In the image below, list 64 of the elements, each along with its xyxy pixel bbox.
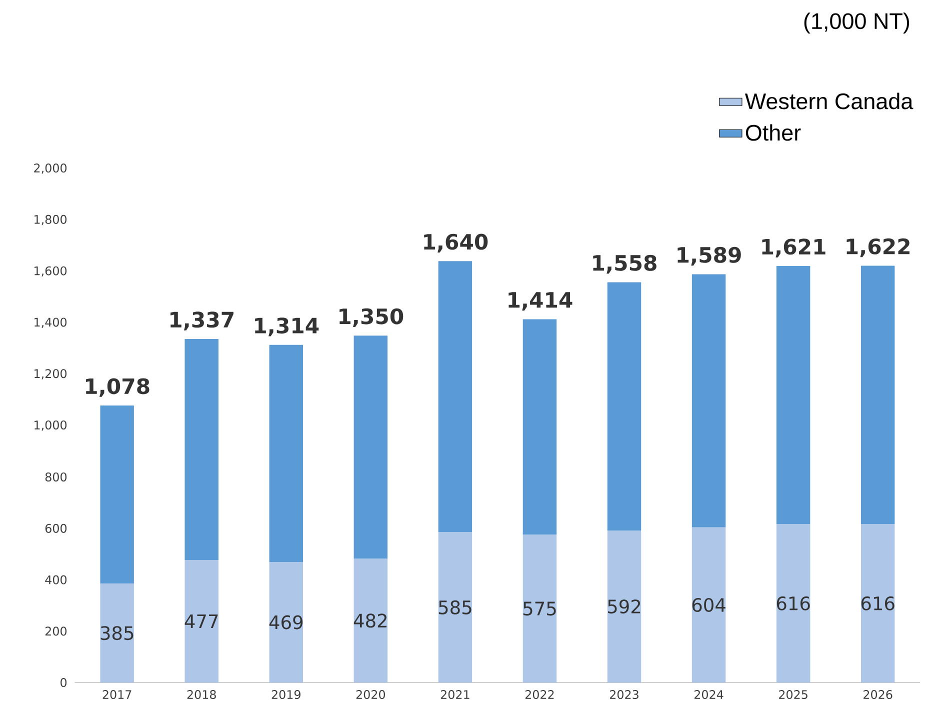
x-tick-label: 2023 [610,690,638,699]
y-tick-label: 1,400 [34,318,67,328]
legend-label: Other [746,124,801,141]
total-label: 1,337 [170,311,234,330]
total-label: 1,640 [424,234,488,252]
bar [860,524,895,682]
x-tick-label: 2024 [694,690,724,699]
y-tick-label: 800 [45,472,67,482]
bar [354,558,388,682]
total-label: 1,414 [508,292,572,310]
data-label: 585 [438,600,472,614]
bar [860,266,895,524]
bar [269,344,303,562]
data-label: 477 [184,614,218,628]
y-tick-label: 1,200 [34,368,67,380]
data-label: 592 [608,599,640,614]
bar [776,266,810,524]
x-tick-label: 2022 [525,690,554,699]
y-tick-label: 400 [45,575,67,584]
total-label: 1,589 [678,246,741,266]
bar [100,583,134,682]
bar [607,530,642,682]
total-label: 1,350 [340,308,404,327]
data-label: 604 [692,598,726,612]
data-label: 616 [776,596,810,610]
bar [184,560,218,682]
x-tick-label: 2026 [864,690,892,699]
x-tick-label: 2018 [187,690,216,699]
x-tick-label: 2020 [356,690,386,699]
data-label: 575 [523,602,556,616]
text: (1,000 NT) [804,12,910,34]
legend-label: Western Canada [744,92,914,110]
bar [354,336,388,559]
bar [522,534,557,682]
bar [692,274,726,528]
bar [269,562,303,682]
total-label: 1,622 [846,238,910,257]
y-tick-label: 1,800 [34,214,67,225]
data-label: 482 [354,613,386,628]
total-label: 1,558 [593,254,656,274]
data-label: 616 [861,596,894,610]
y-tick-label: 0 [60,678,67,687]
data-label: 469 [269,615,302,630]
y-tick-label: 1,600 [34,266,67,276]
y-tick-label: 200 [45,626,67,636]
x-tick-label: 2021 [440,690,470,699]
y-tick-label: 2,000 [34,163,67,174]
bar [522,319,557,535]
bar [776,524,810,682]
data-label: 385 [100,626,134,640]
bar [184,338,218,560]
total-label: 1,621 [762,238,826,258]
bar [100,405,134,584]
bar [438,532,472,682]
bar [692,527,726,682]
x-tick-label: 2025 [779,690,808,699]
bar [607,282,642,530]
x-tick-label: 2019 [272,690,300,699]
x-tick-label: 2017 [102,690,132,699]
y-tick-label: 600 [45,524,67,533]
total-label: 1,078 [86,378,150,397]
total-label: 1,314 [255,317,319,336]
y-tick-label: 1,000 [34,420,67,431]
bar [438,260,472,532]
